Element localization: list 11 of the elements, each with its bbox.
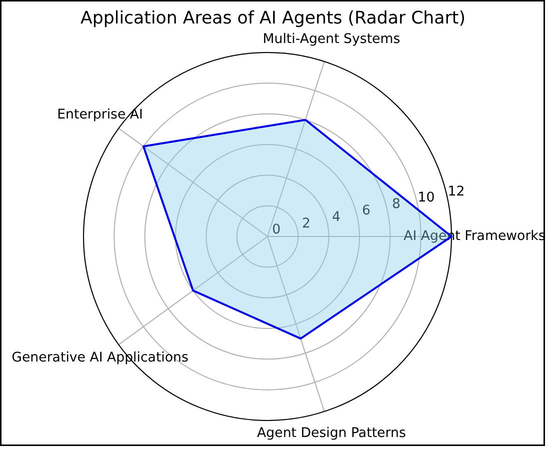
y-tick-label: 6 <box>362 204 371 218</box>
y-tick-label: 4 <box>332 210 341 225</box>
y-tick-label: 12 <box>448 184 465 200</box>
chart-title: Application Areas of AI Agents (Radar Chart) <box>80 8 466 28</box>
y-tick-label: 0 <box>272 222 281 238</box>
y-tick-label: 8 <box>392 197 401 212</box>
y-tick-label: 10 <box>418 190 435 206</box>
y-tick-label: 2 <box>302 216 311 232</box>
spoke-label: Agent Design Patterns <box>257 426 406 441</box>
spoke-label: Multi-Agent Systems <box>262 32 400 48</box>
spoke-label: Enterprise AI <box>57 107 143 122</box>
